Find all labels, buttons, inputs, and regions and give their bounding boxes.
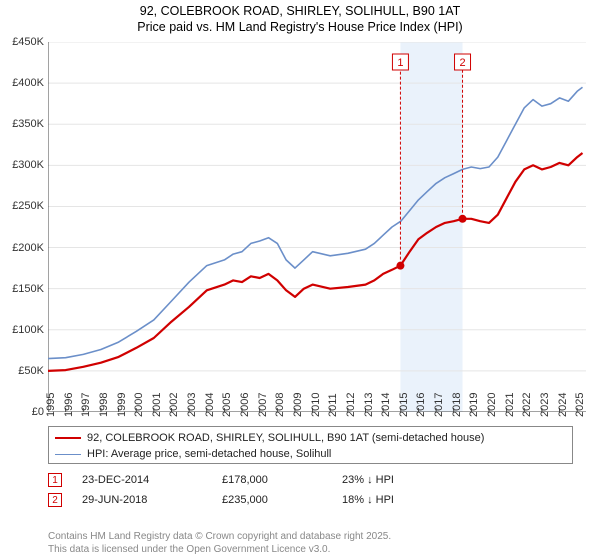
x-tick-label: 2013 — [363, 393, 375, 417]
title-block: 92, COLEBROOK ROAD, SHIRLEY, SOLIHULL, B… — [0, 0, 600, 35]
legend-label: HPI: Average price, semi-detached house,… — [87, 448, 331, 460]
title-line-1: 92, COLEBROOK ROAD, SHIRLEY, SOLIHULL, B… — [0, 4, 600, 20]
svg-text:2: 2 — [459, 57, 465, 69]
footer-text: Contains HM Land Registry data © Crown c… — [48, 531, 391, 556]
x-tick-label: 2019 — [468, 393, 480, 417]
transaction-date: 29-JUN-2018 — [82, 494, 202, 506]
y-tick-label: £350K — [0, 118, 44, 130]
transaction-marker: 2 — [48, 493, 62, 507]
chart-area: 12 £0£50K£100K£150K£200K£250K£300K£350K£… — [48, 42, 586, 412]
x-tick-label: 2002 — [168, 393, 180, 417]
legend-label: 92, COLEBROOK ROAD, SHIRLEY, SOLIHULL, B… — [87, 432, 484, 444]
x-tick-label: 2004 — [204, 393, 216, 417]
x-tick-label: 2022 — [521, 393, 533, 417]
legend-item: 92, COLEBROOK ROAD, SHIRLEY, SOLIHULL, B… — [55, 430, 566, 446]
legend-swatch — [55, 454, 81, 455]
y-tick-label: £400K — [0, 77, 44, 89]
x-tick-label: 2025 — [574, 393, 586, 417]
chart-svg: 12 — [48, 42, 586, 412]
x-tick-label: 1998 — [98, 393, 110, 417]
transaction-price: £178,000 — [222, 474, 322, 486]
y-tick-label: £300K — [0, 159, 44, 171]
y-tick-label: £100K — [0, 324, 44, 336]
y-tick-label: £200K — [0, 242, 44, 254]
transaction-row: 2 29-JUN-2018 £235,000 18% ↓ HPI — [48, 490, 442, 510]
footer-line-2: This data is licensed under the Open Gov… — [48, 544, 391, 557]
x-tick-label: 2006 — [239, 393, 251, 417]
transaction-marker: 1 — [48, 473, 62, 487]
x-tick-label: 2005 — [221, 393, 233, 417]
svg-text:1: 1 — [397, 57, 403, 69]
transactions-table: 1 23-DEC-2014 £178,000 23% ↓ HPI 2 29-JUN-201… — [48, 470, 442, 510]
x-tick-label: 2007 — [257, 393, 269, 417]
x-tick-label: 2010 — [310, 393, 322, 417]
y-tick-label: £0 — [0, 406, 44, 418]
legend-item: HPI: Average price, semi-detached house,… — [55, 446, 566, 462]
x-tick-label: 2021 — [504, 393, 516, 417]
title-line-2: Price paid vs. HM Land Registry's House … — [0, 20, 600, 36]
x-tick-label: 2017 — [433, 393, 445, 417]
x-tick-label: 1999 — [116, 393, 128, 417]
x-tick-label: 1995 — [45, 393, 57, 417]
transaction-price: £235,000 — [222, 494, 322, 506]
x-tick-label: 2015 — [398, 393, 410, 417]
transaction-delta: 18% ↓ HPI — [342, 494, 442, 506]
chart-container: 92, COLEBROOK ROAD, SHIRLEY, SOLIHULL, B… — [0, 0, 600, 560]
x-tick-label: 2003 — [186, 393, 198, 417]
transaction-date: 23-DEC-2014 — [82, 474, 202, 486]
transaction-row: 1 23-DEC-2014 £178,000 23% ↓ HPI — [48, 470, 442, 490]
legend-box: 92, COLEBROOK ROAD, SHIRLEY, SOLIHULL, B… — [48, 426, 573, 464]
x-tick-label: 2016 — [415, 393, 427, 417]
x-tick-label: 2018 — [451, 393, 463, 417]
x-tick-label: 2012 — [345, 393, 357, 417]
x-tick-label: 2008 — [274, 393, 286, 417]
y-tick-label: £450K — [0, 36, 44, 48]
legend-swatch — [55, 437, 81, 439]
x-tick-label: 2000 — [133, 393, 145, 417]
y-tick-label: £150K — [0, 283, 44, 295]
x-tick-label: 1996 — [63, 393, 75, 417]
transaction-delta: 23% ↓ HPI — [342, 474, 442, 486]
y-tick-label: £250K — [0, 200, 44, 212]
x-tick-label: 2020 — [486, 393, 498, 417]
x-tick-label: 2001 — [151, 393, 163, 417]
x-tick-label: 2023 — [539, 393, 551, 417]
footer-line-1: Contains HM Land Registry data © Crown c… — [48, 531, 391, 544]
x-tick-label: 2009 — [292, 393, 304, 417]
x-tick-label: 2014 — [380, 393, 392, 417]
x-tick-label: 2011 — [327, 393, 339, 417]
x-tick-label: 1997 — [80, 393, 92, 417]
y-tick-label: £50K — [0, 365, 44, 377]
x-tick-label: 2024 — [557, 393, 569, 417]
